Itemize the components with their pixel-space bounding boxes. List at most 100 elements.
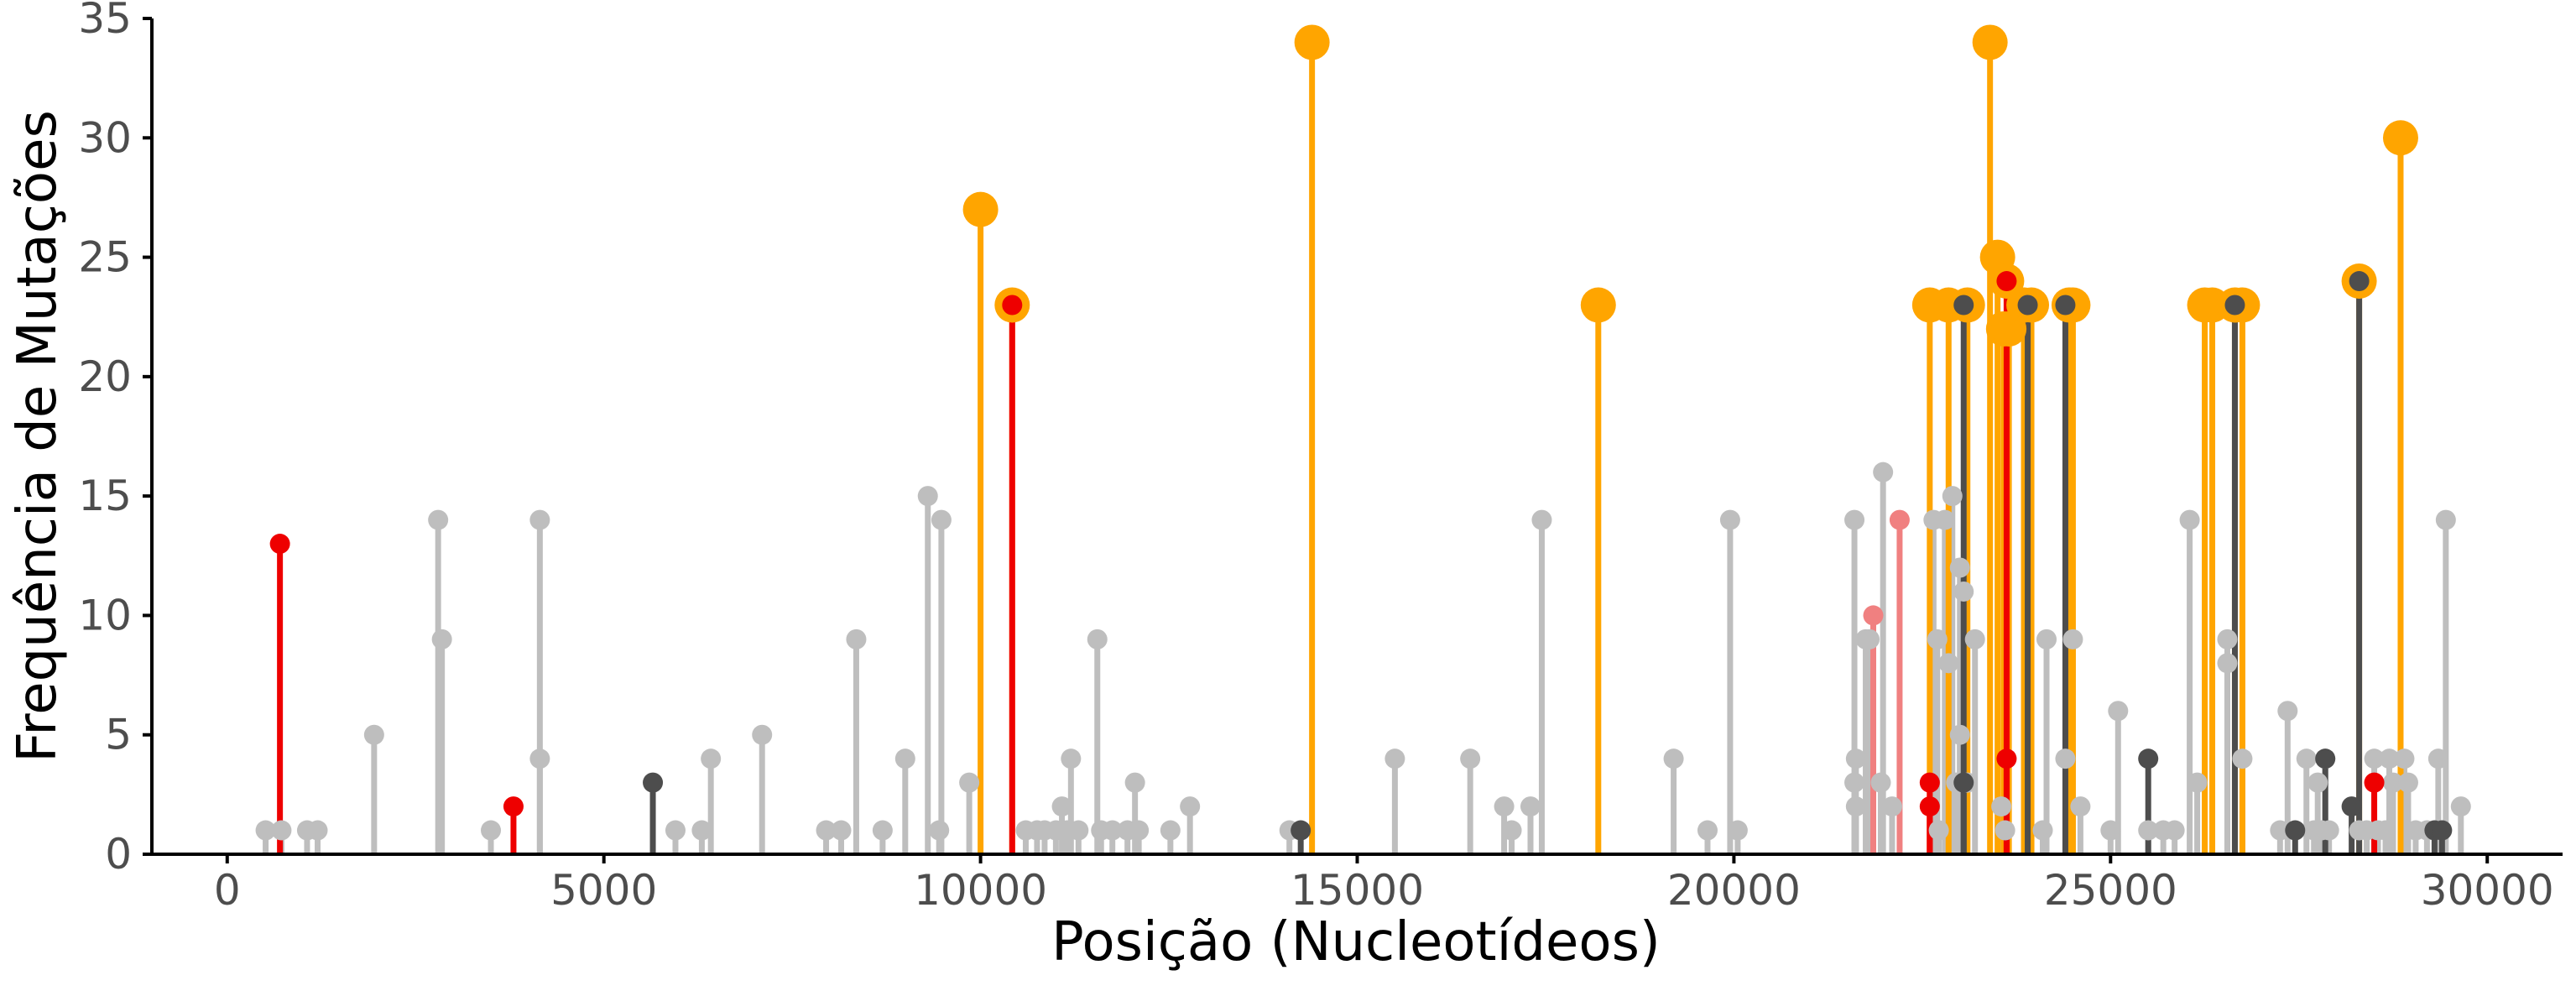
data-point (2427, 748, 2448, 769)
data-point (1051, 796, 1072, 817)
data-point (2341, 796, 2362, 817)
data-point (2375, 820, 2396, 841)
data-point (2055, 748, 2076, 769)
data-point (2318, 820, 2339, 841)
data-point (1949, 724, 1970, 745)
data-point (1996, 271, 2017, 292)
data-point (1953, 772, 1974, 793)
data-point (2017, 295, 2038, 316)
data-point (1180, 796, 1201, 817)
data-point (1663, 748, 1684, 769)
y-tick-label: 25 (78, 233, 132, 282)
x-tick-label: 10000 (914, 866, 1047, 915)
data-point (1291, 820, 1311, 841)
data-point (2450, 796, 2471, 817)
data-point (2070, 796, 2091, 817)
data-point (962, 191, 999, 227)
data-point (1727, 820, 1748, 841)
data-point (2394, 748, 2415, 769)
data-point (2055, 295, 2076, 316)
data-point (2315, 748, 2336, 769)
data-point (1087, 629, 1108, 649)
data-point (2217, 653, 2238, 674)
data-point (1863, 605, 1884, 626)
data-point (1953, 295, 1974, 316)
data-point (1531, 509, 1552, 530)
data-point (1384, 748, 1405, 769)
x-tick-label: 25000 (2044, 866, 2177, 915)
data-point (1844, 509, 1865, 530)
data-point (1927, 629, 1948, 649)
data-point (1919, 796, 1940, 817)
data-point (2397, 772, 2418, 793)
y-axis-ticks: 0 5 10 15 20 25 30 35 (78, 0, 152, 879)
data-point (1995, 820, 2015, 841)
data-point (1949, 557, 1970, 578)
data-point (2179, 509, 2200, 530)
data-point (959, 772, 980, 793)
data-point (269, 534, 290, 555)
data-point (307, 820, 328, 841)
data-point (271, 820, 292, 841)
data-point (1494, 796, 1515, 817)
data-point (1520, 796, 1541, 817)
data-point (1719, 509, 1740, 530)
data-point (1870, 772, 1891, 793)
data-point (1845, 748, 1866, 769)
data-point (2296, 748, 2317, 769)
data-point (2382, 772, 2403, 793)
data-point (1460, 748, 1481, 769)
y-axis-title: Frequência de Mutações (7, 110, 69, 763)
data-point (1580, 287, 1616, 323)
data-point (2032, 820, 2053, 841)
data-point (831, 820, 852, 841)
data-point (1889, 509, 1910, 530)
data-point (2036, 629, 2057, 649)
x-tick-label: 15000 (1291, 866, 1424, 915)
x-tick-label: 0 (214, 866, 241, 915)
x-axis-ticks: 0 5000 10000 15000 20000 25000 30000 (214, 854, 2554, 915)
data-point (1068, 820, 1089, 841)
data-point (428, 509, 449, 530)
data-point (2364, 748, 2385, 769)
data-point (2379, 748, 2400, 769)
y-tick-label: 15 (78, 472, 132, 520)
data-point (1160, 820, 1181, 841)
data-point (846, 629, 867, 649)
data-point (1942, 486, 1963, 507)
data-point (1697, 820, 1718, 841)
data-point (255, 820, 276, 841)
data-point (1294, 24, 1330, 60)
data-point (752, 724, 773, 745)
data-point (894, 748, 915, 769)
data-point (2100, 820, 2121, 841)
data-point (363, 724, 384, 745)
data-point (2285, 820, 2306, 841)
data-point (1859, 629, 1880, 649)
data-point (1002, 295, 1023, 316)
data-point (1991, 796, 2012, 817)
data-point (665, 820, 686, 841)
x-axis-title: Posição (Nucleotídeos) (1051, 911, 1661, 973)
data-point (1964, 629, 1985, 649)
data-point (2138, 820, 2159, 841)
data-point (1938, 653, 1959, 674)
data-point (2435, 509, 2456, 530)
data-point (1919, 772, 1940, 793)
data-point (2108, 701, 2129, 722)
data-point (1129, 820, 1150, 841)
data-point (431, 629, 452, 649)
data-point (2232, 748, 2253, 769)
data-point (2217, 629, 2238, 649)
data-point (529, 509, 550, 530)
data-point (1881, 796, 1902, 817)
data-point (1844, 772, 1865, 793)
y-tick-label: 0 (105, 830, 132, 879)
y-tick-label: 20 (78, 352, 132, 401)
data-point (1934, 509, 1955, 530)
data-point (2382, 120, 2418, 156)
data-point (1996, 748, 2017, 769)
data-point (1873, 462, 1894, 482)
data-point (2187, 772, 2208, 793)
